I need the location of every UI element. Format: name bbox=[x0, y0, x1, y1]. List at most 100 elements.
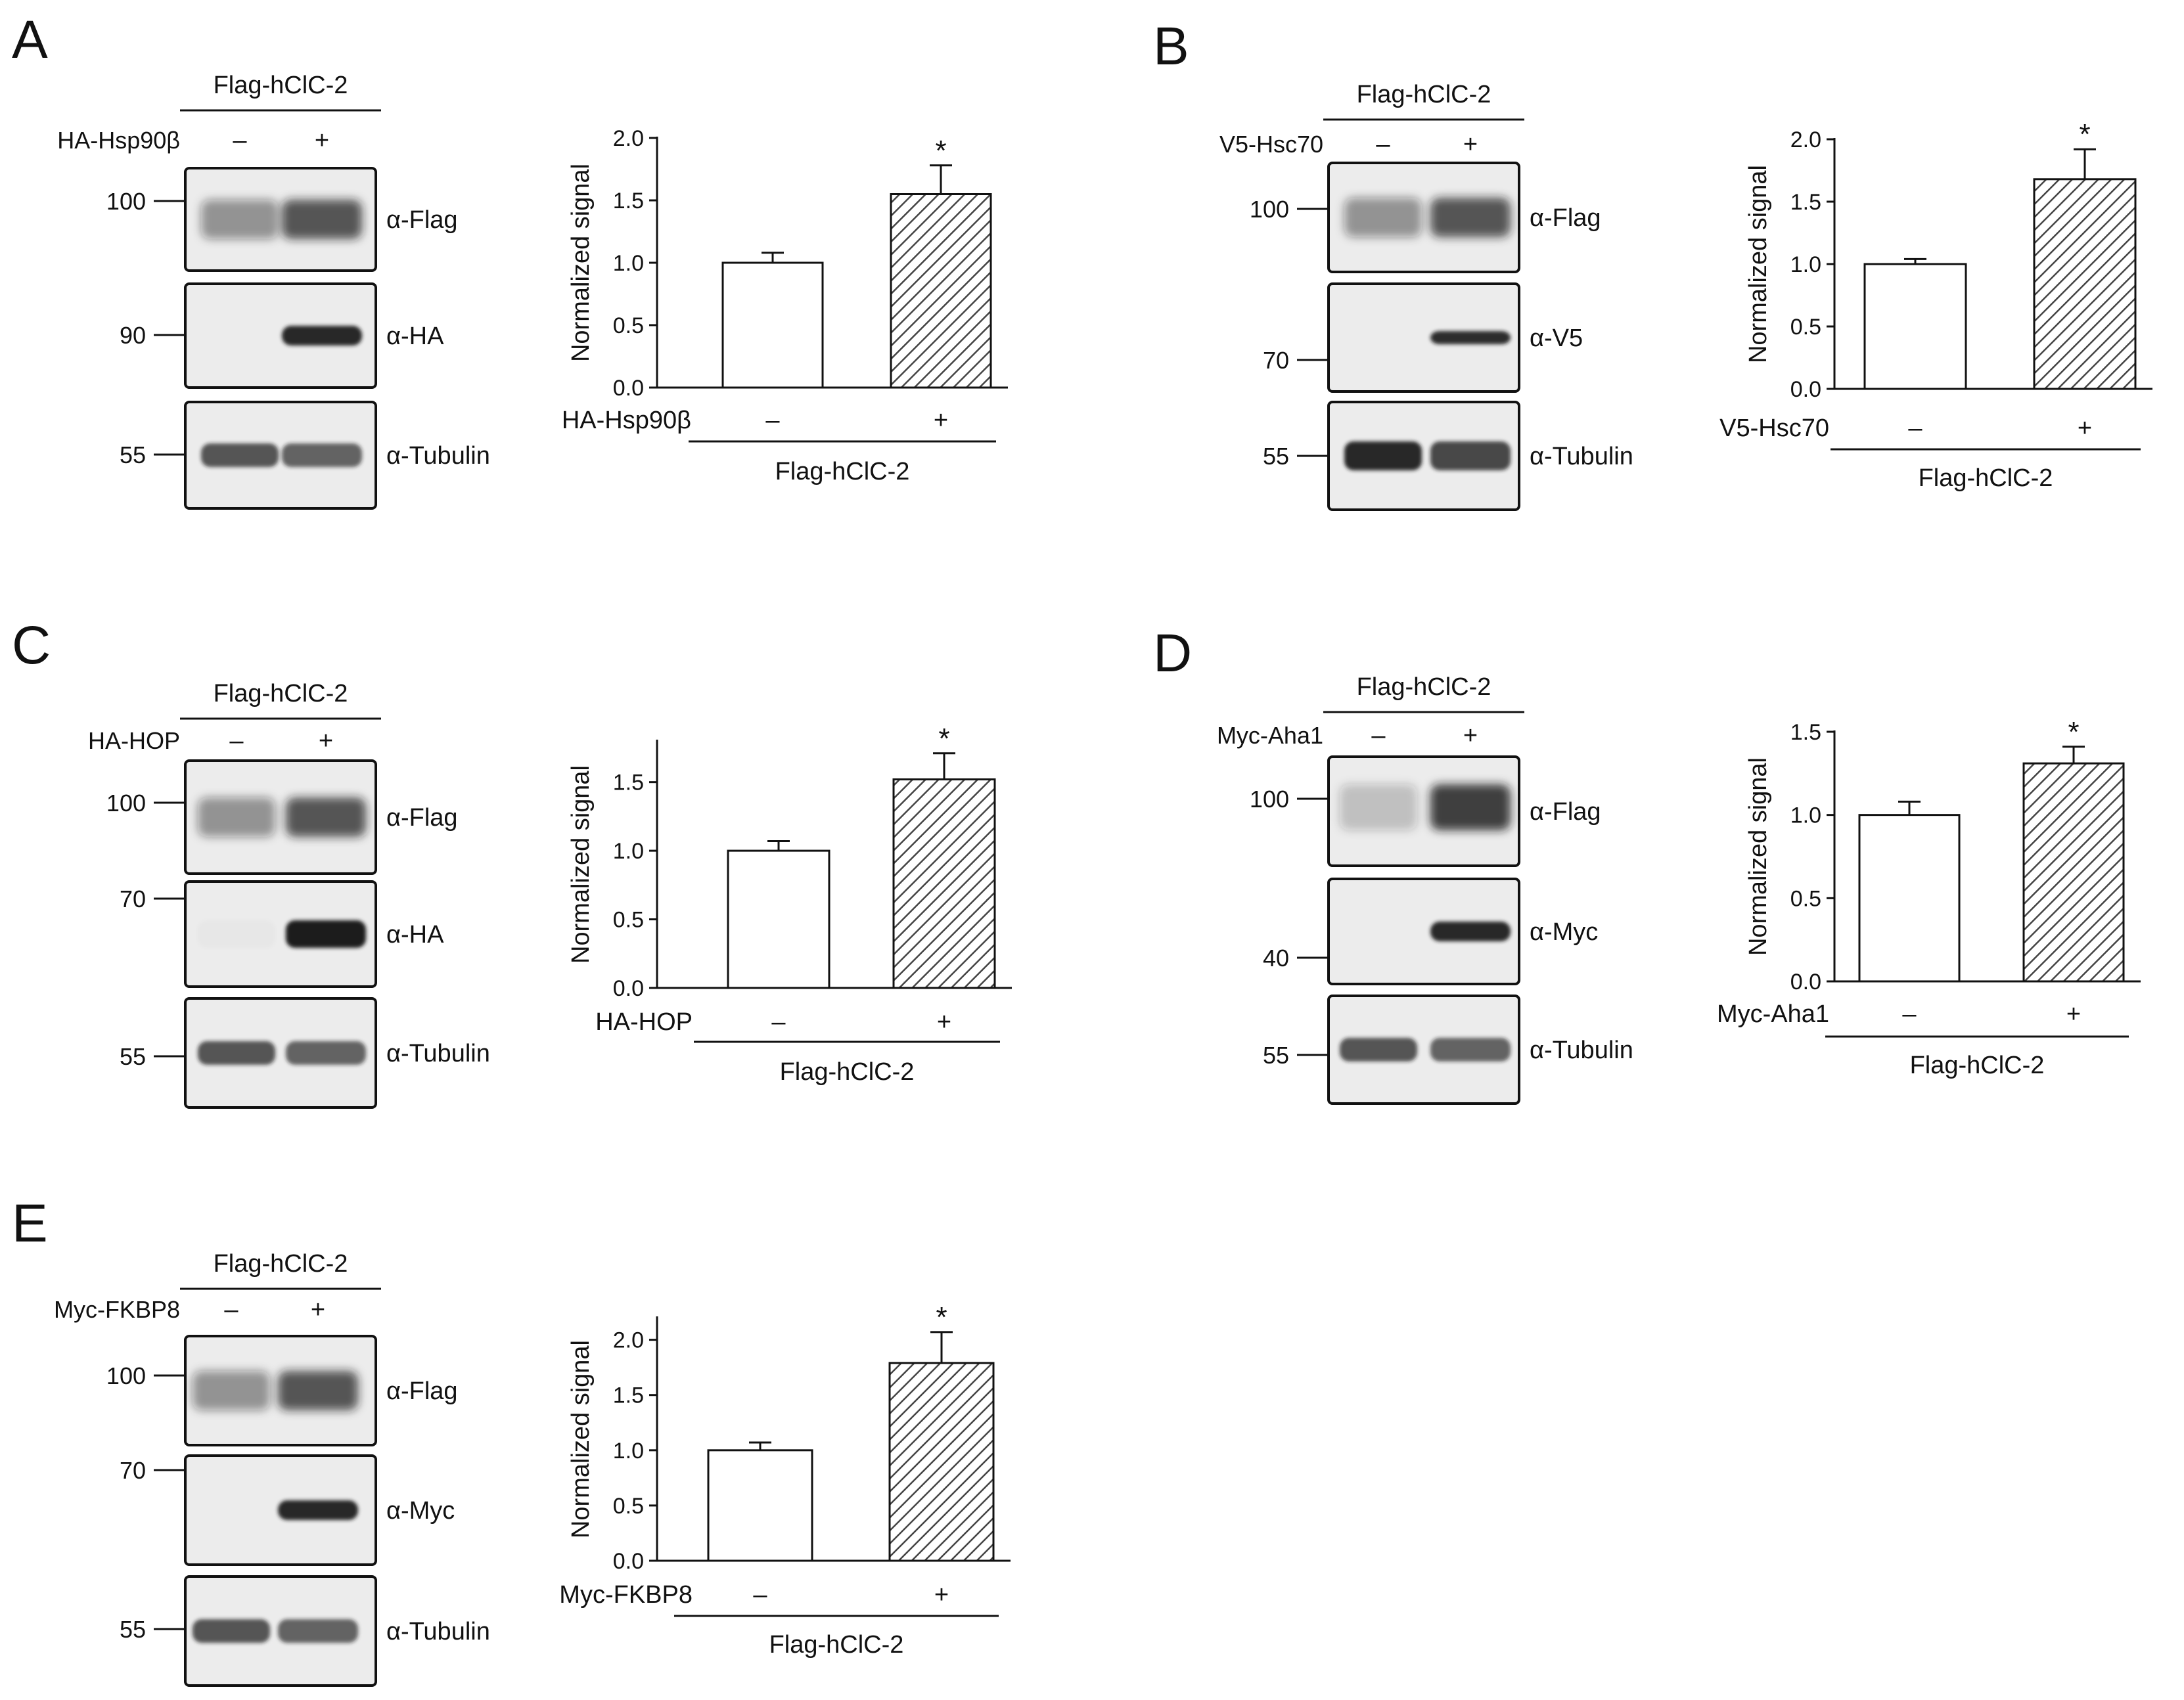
bar-chart-e: 0.0 0.5 1.0 1.5 2.0 Normalized signal – * + Myc-F… bbox=[559, 1301, 1011, 1659]
lane-mark: + bbox=[319, 727, 333, 755]
western-band bbox=[1430, 784, 1511, 830]
bar-chart-b: 0.0 0.5 1.0 1.5 2.0 Normalized signal – * + V5-Hs… bbox=[1719, 118, 2152, 492]
group-label: Flag-hClC-2 bbox=[775, 458, 910, 485]
cotransfection-axis-label: HA-Hsp90β bbox=[562, 407, 691, 434]
lane-mark: + bbox=[315, 127, 329, 154]
y-tick-label: 2.0 bbox=[613, 126, 644, 151]
blot-strip-frame bbox=[1327, 995, 1520, 1105]
x-category-label: – bbox=[1902, 1000, 1917, 1028]
panel-letter: B bbox=[1153, 16, 1189, 76]
antibody-label: α-V5 bbox=[1530, 324, 1583, 352]
x-category-label: – bbox=[1908, 414, 1922, 442]
construct-label: Flag-hClC-2 bbox=[214, 72, 348, 99]
marker-label: 55 bbox=[120, 441, 146, 468]
bar bbox=[888, 1362, 995, 1562]
x-category-label: – bbox=[771, 1008, 786, 1036]
significance-star: * bbox=[2079, 118, 2090, 150]
western-band bbox=[278, 1619, 358, 1643]
panel-letter: A bbox=[12, 10, 48, 70]
western-band bbox=[286, 1041, 366, 1065]
marker-label: 90 bbox=[120, 322, 146, 349]
blot-strip: α-Flag 100 bbox=[1250, 755, 1601, 867]
y-tick-label: 1.5 bbox=[1790, 190, 1821, 215]
marker-label: 100 bbox=[1250, 196, 1289, 223]
y-tick-label: 0.0 bbox=[613, 976, 644, 1001]
western-band bbox=[198, 1041, 275, 1065]
x-category-label: – bbox=[753, 1581, 767, 1609]
western-band bbox=[198, 920, 275, 948]
western-band bbox=[1430, 922, 1511, 941]
significance-star: * bbox=[2068, 716, 2079, 748]
y-tick-label: 1.0 bbox=[1790, 252, 1821, 277]
y-tick-label: 0.5 bbox=[1790, 315, 1821, 340]
blot-strip: α-Flag 100 bbox=[106, 759, 458, 875]
blot-strip-frame bbox=[1327, 162, 1520, 273]
bar-chart-c: 0.0 0.5 1.0 1.5 Normalized signal – * + HA-HOP Fl… bbox=[567, 723, 1012, 1086]
construct-label: Flag-hClC-2 bbox=[214, 1250, 348, 1278]
blot-strip: α-Myc 70 bbox=[120, 1454, 455, 1566]
x-category-label: + bbox=[2078, 414, 2092, 442]
blot-strip: α-Flag 100 bbox=[106, 167, 458, 272]
antibody-label: α-Flag bbox=[1530, 798, 1601, 826]
cotransfection-label: HA-HOP bbox=[88, 727, 180, 754]
western-band bbox=[1344, 441, 1422, 470]
blot-strip-frame bbox=[1327, 878, 1520, 985]
western-band bbox=[201, 200, 279, 239]
y-tick-label: 0.0 bbox=[613, 1549, 644, 1574]
y-axis-label: Normalized signal bbox=[567, 1340, 595, 1538]
y-axis-label: Normalized signal bbox=[1744, 757, 1772, 956]
cotransfection-axis-label: Myc-FKBP8 bbox=[559, 1581, 693, 1609]
bar bbox=[2033, 178, 2137, 390]
blot-strip: α-HA 70 bbox=[120, 880, 444, 988]
western-band bbox=[1430, 331, 1511, 344]
cotransfection-label: Myc-FKBP8 bbox=[54, 1296, 180, 1323]
marker-label: 55 bbox=[1263, 1042, 1289, 1069]
western-band bbox=[278, 1500, 358, 1520]
construct-label: Flag-hClC-2 bbox=[1357, 81, 1491, 108]
group-label: Flag-hClC-2 bbox=[769, 1631, 904, 1659]
western-band bbox=[282, 200, 362, 239]
western-band bbox=[282, 326, 362, 346]
x-category-label: + bbox=[937, 1008, 951, 1036]
lane-mark: + bbox=[1463, 722, 1478, 749]
panel-letter: D bbox=[1153, 623, 1192, 683]
antibody-label: α-Tubulin bbox=[1530, 443, 1633, 470]
y-tick-label: 0.5 bbox=[613, 1494, 644, 1519]
group-label: Flag-hClC-2 bbox=[1910, 1052, 2045, 1079]
bar bbox=[2022, 762, 2125, 983]
panel-c: C Flag-hClC-2 HA-HOP – + α-Flag 100 α-HA 70 α-Tub… bbox=[12, 615, 490, 1109]
panel-letter: C bbox=[12, 615, 51, 675]
blot-strip-frame bbox=[184, 997, 377, 1109]
group-label: Flag-hClC-2 bbox=[780, 1058, 915, 1086]
antibody-label: α-Tubulin bbox=[1530, 1037, 1633, 1064]
marker-label: 70 bbox=[120, 1457, 146, 1484]
blot-strip: α-Flag 100 bbox=[1250, 162, 1601, 273]
cotransfection-axis-label: V5-Hsc70 bbox=[1719, 414, 1829, 442]
y-tick-label: 1.0 bbox=[1790, 803, 1821, 828]
western-band bbox=[286, 797, 366, 837]
western-band bbox=[282, 443, 362, 467]
antibody-label: α-Tubulin bbox=[386, 1040, 490, 1067]
blot-strip: α-V5 70 bbox=[1263, 282, 1583, 393]
cotransfection-axis-label: HA-HOP bbox=[595, 1008, 693, 1036]
lane-mark: – bbox=[229, 727, 244, 755]
western-band bbox=[193, 1371, 270, 1410]
cotransfection-label: Myc-Aha1 bbox=[1217, 722, 1323, 749]
bar bbox=[892, 778, 996, 989]
y-axis-label: Normalized signal bbox=[1744, 165, 1772, 363]
western-band bbox=[278, 1371, 358, 1410]
bar-chart-d: 0.0 0.5 1.0 1.5 Normalized signal – * + Myc-Aha1… bbox=[1717, 716, 2141, 1079]
panel-b: B Flag-hClC-2 V5-Hsc70 – + α-Flag 100 α-V5 70 α-T… bbox=[1153, 16, 1633, 511]
lane-mark: – bbox=[1371, 722, 1386, 749]
marker-label: 100 bbox=[106, 1362, 146, 1389]
bar bbox=[727, 849, 830, 989]
y-tick-label: 2.0 bbox=[613, 1328, 644, 1353]
cotransfection-label: HA-Hsp90β bbox=[57, 127, 180, 154]
y-tick-label: 1.5 bbox=[1790, 720, 1821, 745]
y-tick-label: 0.5 bbox=[1790, 886, 1821, 911]
y-tick-label: 0.0 bbox=[1790, 377, 1821, 402]
y-tick-label: 0.0 bbox=[1790, 970, 1821, 995]
